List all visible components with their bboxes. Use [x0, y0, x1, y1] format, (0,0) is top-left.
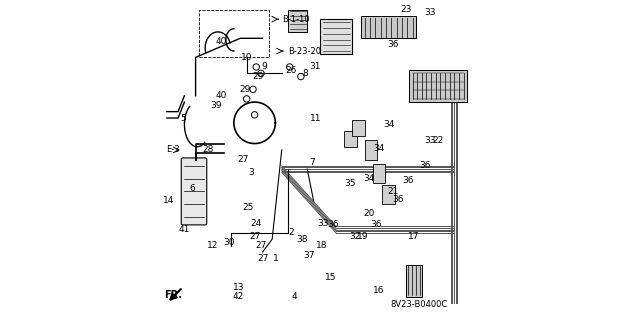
Text: 27: 27 — [249, 232, 260, 241]
Text: 8V23-B0400C: 8V23-B0400C — [390, 300, 447, 309]
FancyBboxPatch shape — [352, 120, 365, 136]
Text: 4: 4 — [292, 292, 298, 301]
Text: 29: 29 — [239, 85, 251, 94]
Text: 24: 24 — [251, 219, 262, 228]
Text: 36: 36 — [420, 161, 431, 170]
Text: 36: 36 — [392, 195, 404, 204]
Text: 29: 29 — [252, 72, 264, 81]
Text: 34: 34 — [364, 174, 375, 183]
Text: 40: 40 — [216, 91, 227, 100]
Text: 27: 27 — [257, 254, 268, 263]
Polygon shape — [362, 16, 416, 38]
Text: 16: 16 — [373, 286, 385, 295]
Text: 5: 5 — [180, 114, 186, 122]
FancyBboxPatch shape — [365, 140, 378, 160]
Text: 36: 36 — [370, 220, 381, 229]
Text: 1: 1 — [273, 254, 278, 263]
Text: B-23-20: B-23-20 — [288, 47, 321, 56]
Text: 38: 38 — [297, 235, 308, 244]
Text: 28: 28 — [203, 145, 214, 154]
Text: 41: 41 — [179, 225, 190, 234]
Text: 27: 27 — [237, 155, 249, 164]
Text: B-1-10: B-1-10 — [282, 15, 309, 24]
Text: 26: 26 — [285, 66, 297, 75]
Text: 12: 12 — [207, 241, 219, 250]
Text: 10: 10 — [241, 53, 252, 62]
Text: 34: 34 — [373, 144, 385, 153]
Text: 31: 31 — [310, 63, 321, 71]
Text: 9: 9 — [261, 63, 267, 71]
Text: 37: 37 — [303, 251, 315, 260]
FancyBboxPatch shape — [344, 131, 356, 147]
Text: 30: 30 — [223, 238, 235, 247]
Text: 3: 3 — [248, 168, 254, 177]
Text: 14: 14 — [163, 197, 174, 205]
Text: 2: 2 — [289, 228, 294, 237]
Text: 42: 42 — [233, 292, 244, 301]
Polygon shape — [288, 10, 307, 32]
Text: 33: 33 — [424, 136, 436, 145]
Text: 39: 39 — [211, 101, 222, 110]
FancyBboxPatch shape — [372, 164, 385, 183]
Text: 21: 21 — [388, 187, 399, 196]
Polygon shape — [410, 70, 467, 102]
Text: 11: 11 — [310, 114, 321, 122]
Text: 32: 32 — [349, 232, 361, 241]
Text: 20: 20 — [364, 209, 375, 218]
Text: 18: 18 — [316, 241, 327, 250]
Text: 33: 33 — [424, 8, 436, 17]
Polygon shape — [406, 265, 422, 297]
Text: 22: 22 — [433, 136, 444, 145]
Text: FR.: FR. — [164, 290, 182, 300]
Text: 27: 27 — [255, 241, 267, 250]
Text: 35: 35 — [344, 179, 356, 188]
Text: 33: 33 — [317, 219, 329, 228]
Text: 40: 40 — [216, 37, 227, 46]
FancyBboxPatch shape — [320, 19, 352, 54]
Text: 36: 36 — [388, 40, 399, 49]
FancyBboxPatch shape — [181, 158, 207, 225]
Text: 34: 34 — [383, 120, 394, 129]
Text: 17: 17 — [408, 232, 420, 241]
FancyBboxPatch shape — [382, 185, 395, 204]
Text: 13: 13 — [233, 283, 244, 292]
Text: 19: 19 — [357, 232, 369, 241]
Text: 36: 36 — [327, 220, 339, 229]
Text: 15: 15 — [325, 273, 337, 282]
Text: 6: 6 — [189, 184, 195, 193]
Text: 7: 7 — [309, 158, 315, 167]
Text: 36: 36 — [402, 176, 413, 185]
Text: 23: 23 — [401, 5, 412, 14]
Text: 8: 8 — [303, 69, 308, 78]
Text: 25: 25 — [243, 203, 254, 212]
Text: E-3: E-3 — [166, 145, 180, 154]
